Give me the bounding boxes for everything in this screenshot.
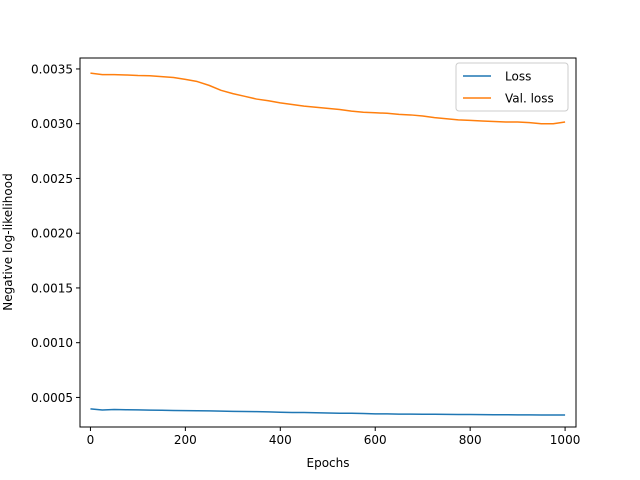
x-tick-label: 800 — [459, 433, 482, 447]
series-line-loss — [90, 408, 566, 416]
legend-label-loss: Loss — [505, 70, 531, 84]
y-tick-label: 0.0020 — [31, 227, 73, 241]
x-tick-label: 0 — [87, 433, 95, 447]
plot-area — [79, 57, 577, 428]
x-tick-label: 200 — [174, 433, 197, 447]
y-axis: 0.0005 0.0010 0.0015 0.0020 0.0025 0.0030 0.00… — [31, 62, 80, 405]
x-axis-label: Epochs — [307, 456, 350, 470]
y-axis-label: Negative log-likelihood — [1, 173, 15, 310]
x-tick-label: 600 — [364, 433, 387, 447]
y-tick-label: 0.0005 — [31, 391, 73, 405]
y-tick-label: 0.0010 — [31, 336, 73, 350]
x-axis: 0 200 400 600 800 1000 — [87, 427, 581, 447]
series-line-val-loss — [90, 72, 566, 125]
x-tick-label: 400 — [269, 433, 292, 447]
plot-frame — [79, 57, 577, 428]
y-tick-label: 0.0035 — [31, 62, 73, 76]
y-tick-label: 0.0025 — [31, 172, 73, 186]
legend-box — [455, 62, 569, 112]
legend: Loss Val. loss — [455, 62, 569, 112]
y-tick-label: 0.0015 — [31, 281, 73, 295]
x-tick-label: 1000 — [550, 433, 581, 447]
legend-label-val-loss: Val. loss — [505, 92, 554, 106]
y-tick-label: 0.0030 — [31, 117, 73, 131]
